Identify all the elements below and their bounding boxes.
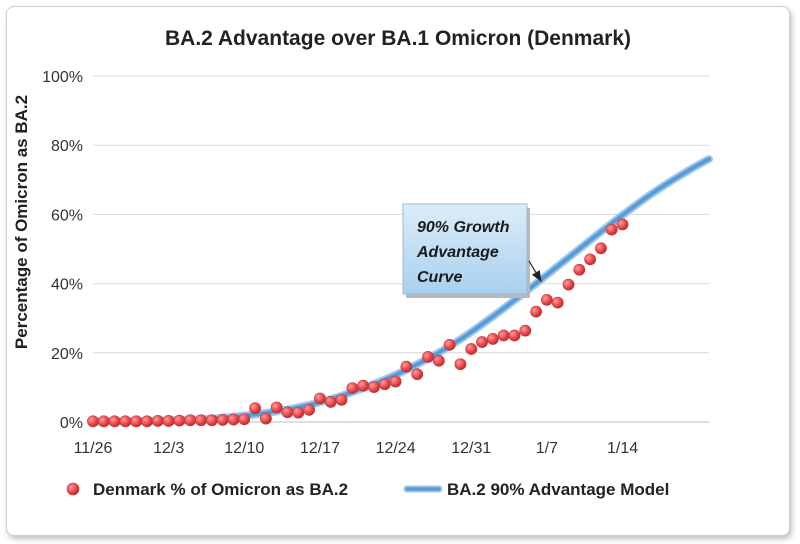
data-point — [389, 375, 402, 388]
x-tick-label: 12/17 — [300, 440, 340, 457]
data-point — [130, 415, 143, 428]
data-point — [205, 414, 218, 427]
data-point — [443, 338, 456, 351]
data-point — [454, 358, 467, 371]
data-point — [400, 360, 413, 373]
y-tick-label: 80% — [51, 138, 83, 155]
legend-label-line: BA.2 90% Advantage Model — [447, 480, 669, 499]
y-tick-label: 60% — [51, 207, 83, 224]
data-point — [314, 392, 326, 405]
chart-frame: BA.2 Advantage over BA.1 Omicron (Denmar… — [6, 6, 790, 536]
data-point — [357, 379, 370, 392]
data-point — [519, 324, 532, 337]
y-tick-labels: 0% 20% 40% 60% 80% 100% — [42, 69, 83, 432]
y-tick-label: 20% — [51, 346, 83, 363]
data-point — [335, 393, 348, 406]
data-point — [465, 343, 478, 355]
data-point — [119, 415, 132, 428]
data-point — [281, 406, 294, 419]
data-point — [97, 415, 110, 428]
data-point — [249, 402, 262, 415]
data-point — [368, 381, 380, 393]
data-point — [346, 382, 359, 394]
callout-arrow-head — [531, 270, 542, 282]
data-point — [151, 415, 164, 427]
data-point — [411, 368, 424, 381]
x-tick-label: 1/7 — [536, 440, 558, 457]
data-point — [562, 278, 575, 291]
y-tick-label: 40% — [51, 277, 83, 294]
data-point — [195, 414, 207, 427]
data-point — [616, 218, 629, 231]
data-point — [270, 401, 283, 414]
data-point — [540, 293, 553, 306]
data-point — [292, 406, 305, 419]
x-tick-label: 12/10 — [224, 440, 264, 457]
callout-text-line: 90% Growth — [417, 219, 510, 236]
data-point — [432, 354, 445, 367]
data-point — [324, 396, 337, 408]
data-point — [184, 414, 197, 427]
x-tick-label: 12/31 — [451, 440, 491, 457]
gridlines — [93, 75, 709, 423]
x-tick-label: 1/14 — [607, 440, 638, 457]
y-tick-label: 0% — [60, 415, 83, 432]
data-point — [378, 378, 391, 391]
y-axis-label: Percentage of Omicron as BA.2 — [12, 95, 31, 349]
chart-title: BA.2 Advantage over BA.1 Omicron (Denmar… — [165, 27, 631, 50]
data-point — [422, 351, 434, 363]
data-point — [227, 413, 240, 426]
callout-box — [402, 203, 528, 295]
data-point — [476, 336, 488, 348]
data-point — [486, 333, 499, 345]
legend-marker-scatter — [66, 482, 80, 496]
data-point — [238, 413, 251, 426]
data-point — [605, 223, 618, 236]
data-point — [508, 329, 521, 342]
data-point — [303, 403, 316, 416]
data-point — [497, 329, 510, 342]
data-point — [216, 414, 229, 426]
callout-text-line: Curve — [417, 269, 462, 286]
x-tick-label: 12/3 — [153, 440, 184, 457]
data-point — [173, 414, 186, 427]
data-point — [162, 415, 175, 427]
data-point — [108, 415, 121, 428]
x-tick-labels: 11/26 12/3 12/10 12/17 12/24 12/31 1/7 1/14 — [74, 440, 639, 457]
legend-label-scatter: Denmark % of Omicron as BA.2 — [93, 480, 348, 499]
data-points — [87, 218, 629, 428]
data-point — [87, 415, 99, 428]
y-tick-label: 100% — [42, 69, 83, 86]
data-point — [573, 263, 586, 276]
data-point — [551, 296, 564, 309]
data-point — [260, 412, 272, 425]
callout-text-line: Advantage — [416, 244, 499, 261]
x-tick-label: 12/24 — [376, 440, 416, 457]
x-tick-label: 11/26 — [74, 440, 113, 457]
data-point — [584, 253, 597, 266]
data-point — [530, 305, 542, 318]
chart-svg: BA.2 Advantage over BA.1 Omicron (Denmar… — [12, 27, 713, 499]
data-point — [595, 242, 607, 255]
data-point — [141, 415, 153, 428]
callout: 90% Growth Advantage Curve — [402, 203, 543, 298]
legend: Denmark % of Omicron as BA.2 BA.2 90% Adv… — [66, 480, 669, 499]
